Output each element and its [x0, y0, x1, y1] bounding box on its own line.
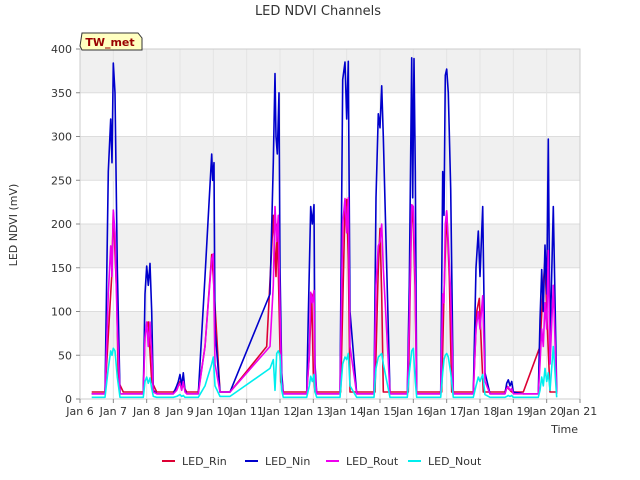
background-band	[80, 49, 580, 93]
y-tick-label: 100	[51, 306, 72, 319]
x-axis-label: Time	[550, 423, 578, 436]
x-tick-label: Jan 19	[495, 405, 530, 418]
y-tick-label: 300	[51, 131, 72, 144]
legend: LED_Rin LED_Nin LED_Rout LED_Nout	[162, 455, 482, 468]
legend-label-LED_Nout: LED_Nout	[428, 455, 482, 468]
legend-label-LED_Rin: LED_Rin	[182, 455, 227, 468]
chart-title: LED NDVI Channels	[255, 4, 381, 19]
x-tick-label: Jan 10	[195, 405, 230, 418]
background-band	[80, 224, 580, 268]
legend-label-LED_Nin: LED_Nin	[265, 455, 310, 468]
x-tick-label: Jan 15	[362, 405, 397, 418]
y-tick-label: 400	[51, 43, 72, 56]
x-tick-label: Jan 8	[132, 405, 160, 418]
x-tick-label: Jan 12	[262, 405, 297, 418]
background-band	[80, 311, 580, 356]
x-tick-label: Jan 13	[295, 405, 330, 418]
y-tick-label: 0	[65, 393, 72, 406]
y-tick-label: 200	[51, 218, 72, 231]
site-label-badge: TW_met	[79, 32, 143, 51]
plot-area	[91, 56, 558, 399]
y-tick-label: 150	[51, 262, 72, 275]
x-tick-label: Jan 20	[528, 405, 563, 418]
series-line-LED_Nout	[91, 345, 558, 399]
y-tick-label: 250	[51, 174, 72, 187]
x-tick-label: Jan 17	[428, 405, 463, 418]
site-label-text: TW_met	[85, 36, 134, 49]
series-line-LED_Rout	[91, 197, 558, 395]
y-tick-label: 350	[51, 87, 72, 100]
y-axis-ticks: 0 50 100 150 200 250 300 350 400	[51, 43, 80, 406]
site-label-box	[79, 32, 143, 51]
x-tick-label: Jan 21	[562, 405, 597, 418]
y-axis-label: LED NDVI (mV)	[7, 184, 20, 267]
x-tick-label: Jan 6	[65, 405, 93, 418]
x-tick-label: Jan 7	[99, 405, 127, 418]
x-tick-label: Jan 14	[328, 405, 363, 418]
legend-label-LED_Rout: LED_Rout	[346, 455, 399, 468]
y-tick-label: 50	[58, 349, 72, 362]
x-tick-label: Jan 9	[165, 405, 193, 418]
x-tick-label: Jan 16	[395, 405, 430, 418]
x-tick-label: Jan 11	[228, 405, 263, 418]
background-band	[80, 136, 580, 181]
x-tick-label: Jan 18	[462, 405, 497, 418]
